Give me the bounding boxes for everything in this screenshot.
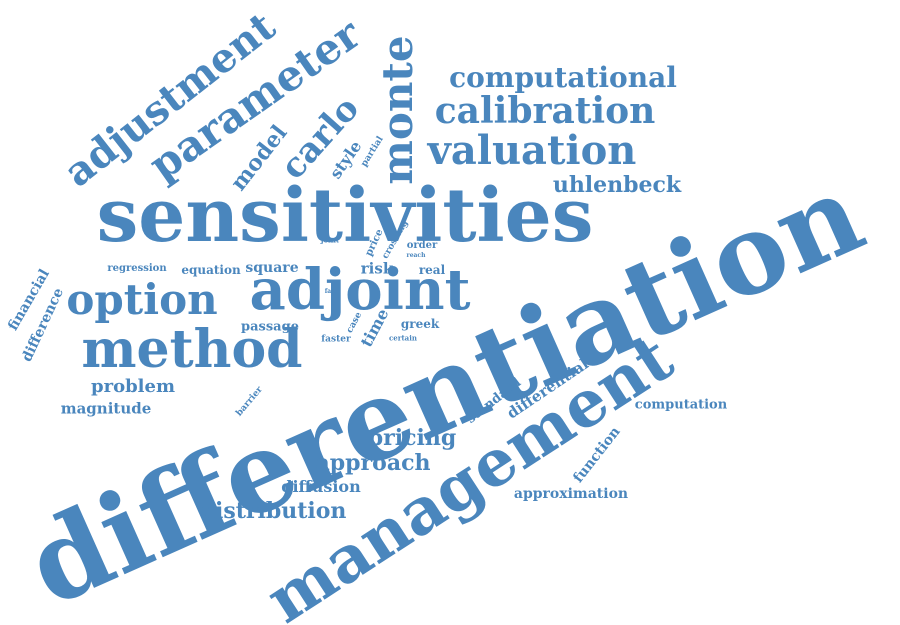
word-magnitude: magnitude <box>60 399 152 418</box>
word-fast: fast <box>324 288 338 295</box>
word-computation: computation <box>634 397 728 413</box>
word-sensitivities: sensitivities <box>96 173 594 259</box>
word-uhlenbeck: uhlenbeck <box>552 172 682 198</box>
word-option: option <box>66 275 218 324</box>
word-faster: faster <box>321 334 351 345</box>
word-distribution: distribution <box>199 498 347 524</box>
word-method: method <box>81 319 303 380</box>
word-passage: passage <box>241 319 299 335</box>
word-reach: reach <box>406 252 426 259</box>
word-greek: greek <box>400 317 440 331</box>
word-adjoint: adjoint <box>249 257 471 323</box>
word-real: real <box>418 263 446 277</box>
word-joint: joint <box>320 235 340 245</box>
word-approach: approach <box>315 450 431 476</box>
word-certain: certain <box>389 333 417 343</box>
word-risk: risk <box>360 259 394 278</box>
word-equation: equation <box>181 263 241 277</box>
word-monte: monte <box>373 35 422 185</box>
word-valuation: valuation <box>427 127 637 174</box>
word-order: order <box>406 240 438 251</box>
word-computational: computational <box>449 61 677 94</box>
word-approximation: approximation <box>513 486 629 502</box>
word-problem: problem <box>91 376 175 397</box>
word-calibration: calibration <box>434 90 656 132</box>
word-pricing: pricing <box>367 425 457 451</box>
word-diffusion: diffusion <box>281 477 361 496</box>
word-regression: regression <box>107 263 167 274</box>
word-square: square <box>245 260 299 276</box>
